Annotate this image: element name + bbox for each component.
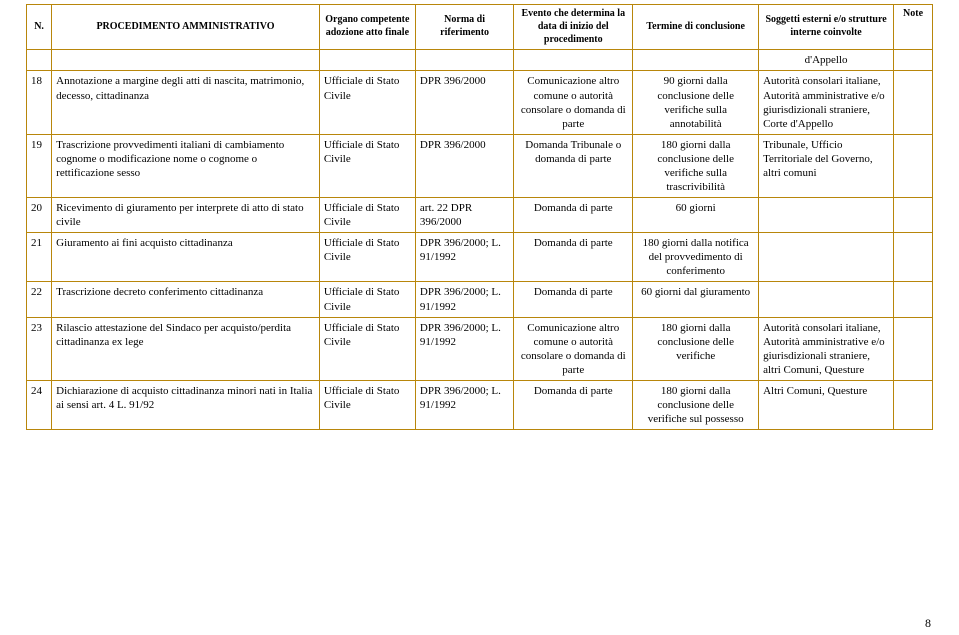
cell-proc: Trascrizione provvedimenti italiani di c… (52, 134, 320, 197)
cell-evt: Domanda Tribunale o domanda di parte (514, 134, 633, 197)
cell-note (894, 233, 933, 282)
cell-sogg (759, 198, 894, 233)
cell-sogg: Tribunale, Ufficio Territoriale del Gove… (759, 134, 894, 197)
cell-norm: DPR 396/2000; L. 91/1992 (415, 380, 513, 429)
cell-term: 90 giorni dalla conclusione delle verifi… (633, 71, 759, 134)
carry-evt (514, 50, 633, 71)
cell-n: 22 (27, 282, 52, 317)
cell-n: 21 (27, 233, 52, 282)
cell-n: 24 (27, 380, 52, 429)
table-header-row: N. PROCEDIMENTO AMMINISTRATIVO Organo co… (27, 5, 933, 50)
cell-note (894, 282, 933, 317)
cell-org: Ufficiale di Stato Civile (319, 380, 415, 429)
cell-org: Ufficiale di Stato Civile (319, 282, 415, 317)
cell-sogg: Altri Comuni, Questure (759, 380, 894, 429)
cell-proc: Dichiarazione di acquisto cittadinanza m… (52, 380, 320, 429)
cell-note (894, 134, 933, 197)
cell-proc: Ricevimento di giuramento per interprete… (52, 198, 320, 233)
cell-note (894, 198, 933, 233)
cell-note (894, 380, 933, 429)
carry-norm (415, 50, 513, 71)
cell-term: 180 giorni dalla notifica del provvedime… (633, 233, 759, 282)
cell-norm: DPR 396/2000; L. 91/1992 (415, 282, 513, 317)
cell-n: 19 (27, 134, 52, 197)
carry-n (27, 50, 52, 71)
carry-term (633, 50, 759, 71)
table-header-carry-row: d'Appello (27, 50, 933, 71)
table-row: 22Trascrizione decreto conferimento citt… (27, 282, 933, 317)
col-header-norm: Norma di riferimento (415, 5, 513, 50)
cell-norm: art. 22 DPR 396/2000 (415, 198, 513, 233)
carry-proc (52, 50, 320, 71)
carry-org (319, 50, 415, 71)
table-row: 21Giuramento ai fini acquisto cittadinan… (27, 233, 933, 282)
cell-term: 60 giorni (633, 198, 759, 233)
cell-n: 18 (27, 71, 52, 134)
cell-evt: Domanda di parte (514, 282, 633, 317)
carry-note (894, 50, 933, 71)
table-row: 24Dichiarazione di acquisto cittadinanza… (27, 380, 933, 429)
cell-note (894, 71, 933, 134)
carry-sogg: d'Appello (759, 50, 894, 71)
table-body: 18Annotazione a margine degli atti di na… (27, 71, 933, 430)
cell-sogg: Autorità consolari italiane, Autorità am… (759, 71, 894, 134)
table-row: 23Rilascio attestazione del Sindaco per … (27, 317, 933, 380)
cell-term: 180 giorni dalla conclusione delle verif… (633, 134, 759, 197)
cell-proc: Trascrizione decreto conferimento cittad… (52, 282, 320, 317)
cell-proc: Rilascio attestazione del Sindaco per ac… (52, 317, 320, 380)
col-header-note: Note (894, 5, 933, 50)
cell-evt: Domanda di parte (514, 380, 633, 429)
table-row: 19Trascrizione provvedimenti italiani di… (27, 134, 933, 197)
cell-n: 20 (27, 198, 52, 233)
cell-term: 60 giorni dal giuramento (633, 282, 759, 317)
cell-n: 23 (27, 317, 52, 380)
table-row: 20Ricevimento di giuramento per interpre… (27, 198, 933, 233)
cell-org: Ufficiale di Stato Civile (319, 71, 415, 134)
cell-evt: Comunicazione altro comune o autorità co… (514, 317, 633, 380)
cell-evt: Domanda di parte (514, 198, 633, 233)
page-number: 8 (925, 616, 931, 631)
col-header-sogg: Soggetti esterni e/o strutture interne c… (759, 5, 894, 50)
cell-org: Ufficiale di Stato Civile (319, 134, 415, 197)
cell-org: Ufficiale di Stato Civile (319, 198, 415, 233)
cell-norm: DPR 396/2000 (415, 71, 513, 134)
cell-evt: Domanda di parte (514, 233, 633, 282)
cell-norm: DPR 396/2000 (415, 134, 513, 197)
table-row: 18Annotazione a margine degli atti di na… (27, 71, 933, 134)
cell-term: 180 giorni dalla conclusione delle verif… (633, 317, 759, 380)
col-header-org: Organo competente adozione atto finale (319, 5, 415, 50)
cell-note (894, 317, 933, 380)
cell-evt: Comunicazione altro comune o autorità co… (514, 71, 633, 134)
cell-sogg: Autorità consolari italiane, Autorità am… (759, 317, 894, 380)
cell-term: 180 giorni dalla conclusione delle verif… (633, 380, 759, 429)
col-header-proc: PROCEDIMENTO AMMINISTRATIVO (52, 5, 320, 50)
cell-proc: Annotazione a margine degli atti di nasc… (52, 71, 320, 134)
col-header-evt: Evento che determina la data di inizio d… (514, 5, 633, 50)
cell-proc: Giuramento ai fini acquisto cittadinanza (52, 233, 320, 282)
cell-sogg (759, 233, 894, 282)
col-header-n: N. (27, 5, 52, 50)
col-header-term: Termine di conclusione (633, 5, 759, 50)
cell-org: Ufficiale di Stato Civile (319, 317, 415, 380)
cell-norm: DPR 396/2000; L. 91/1992 (415, 233, 513, 282)
cell-norm: DPR 396/2000; L. 91/1992 (415, 317, 513, 380)
procedures-table: N. PROCEDIMENTO AMMINISTRATIVO Organo co… (26, 4, 933, 430)
page: N. PROCEDIMENTO AMMINISTRATIVO Organo co… (0, 0, 959, 635)
cell-sogg (759, 282, 894, 317)
cell-org: Ufficiale di Stato Civile (319, 233, 415, 282)
